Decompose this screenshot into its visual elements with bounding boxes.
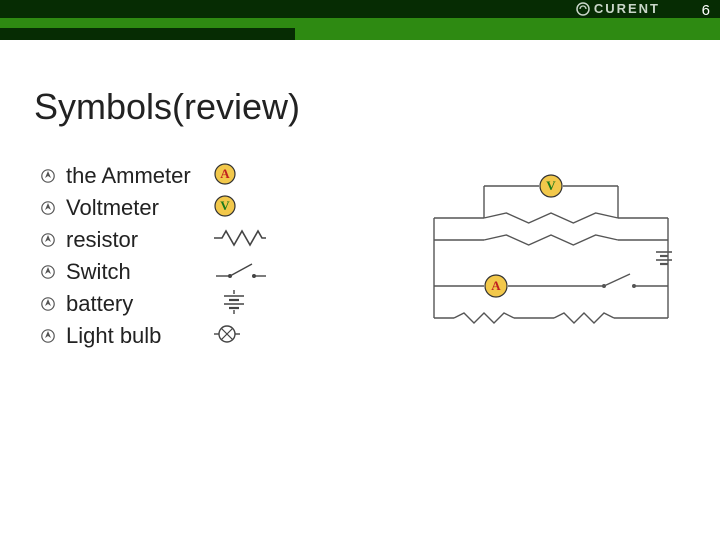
symbol-switch: [204, 254, 268, 286]
bullet-list: the Ammeter Voltmeter resistor Switch batte…: [34, 160, 191, 352]
svg-text:A: A: [220, 166, 230, 181]
bullet-icon: [34, 168, 62, 184]
bullet-label: Voltmeter: [62, 195, 159, 221]
symbol-battery: [204, 286, 268, 318]
header-bar-sub-right: [295, 28, 720, 40]
bullet-icon: [34, 200, 62, 216]
page-number: 6: [702, 2, 710, 19]
bullet-icon: [34, 328, 62, 344]
svg-text:V: V: [220, 198, 230, 213]
bullet-label: Light bulb: [62, 323, 161, 349]
bullet-label: battery: [62, 291, 133, 317]
bullet-icon: [34, 232, 62, 248]
list-item: the Ammeter: [34, 160, 191, 192]
list-item: battery: [34, 288, 191, 320]
header-bar-sub-left: [0, 28, 295, 40]
bullet-icon: [34, 264, 62, 280]
bullet-icon: [34, 296, 62, 312]
circuit-diagram: VA: [416, 168, 686, 338]
brand-logo: CURENT: [576, 1, 660, 16]
svg-text:A: A: [491, 278, 501, 293]
list-item: Light bulb: [34, 320, 191, 352]
list-item: Switch: [34, 256, 191, 288]
symbol-resistor: [204, 222, 268, 254]
symbol-voltmeter: V: [204, 190, 268, 222]
brand-text: CURENT: [594, 1, 660, 16]
bullet-label: Switch: [62, 259, 131, 285]
bullet-label: the Ammeter: [62, 163, 191, 189]
page-title: Symbols(review): [34, 86, 300, 128]
symbol-ammeter: A: [204, 158, 268, 190]
symbol-bulb: [204, 318, 268, 350]
list-item: resistor: [34, 224, 191, 256]
list-item: Voltmeter: [34, 192, 191, 224]
header-bar-mid: [0, 18, 720, 28]
svg-text:V: V: [546, 178, 556, 193]
bullet-label: resistor: [62, 227, 138, 253]
logo-icon: [576, 2, 590, 16]
symbol-column: AV: [204, 158, 268, 350]
